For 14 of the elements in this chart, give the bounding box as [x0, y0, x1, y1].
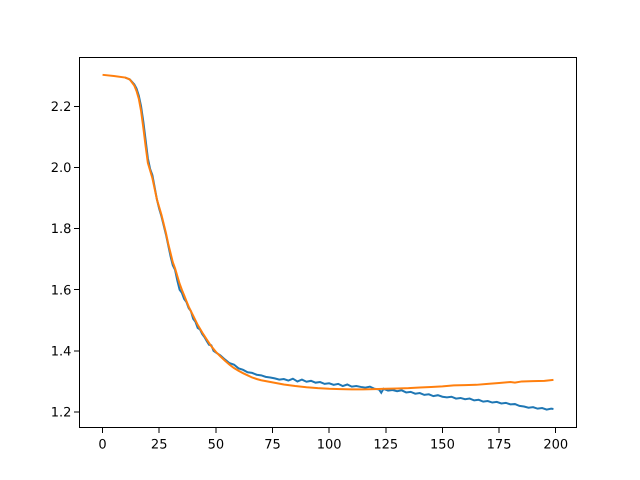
x-tick-label: 175 — [486, 438, 512, 453]
y-tick-label: 1.8 — [50, 222, 72, 238]
x-tick-label: 125 — [373, 438, 398, 453]
y-tick-label: 1.4 — [50, 344, 72, 360]
y-tick-label: 2.2 — [50, 100, 72, 115]
y-tick-label: 1.2 — [50, 406, 72, 421]
y-tick-label: 1.6 — [50, 283, 72, 298]
x-tick-label: 25 — [150, 438, 168, 453]
x-tick-label: 0 — [98, 438, 107, 453]
x-tick-label: 75 — [264, 438, 281, 453]
x-tick-label: 100 — [316, 438, 342, 453]
x-tick-label: 200 — [543, 438, 568, 453]
x-tick-label: 50 — [208, 438, 224, 453]
x-tick-label: 150 — [430, 438, 455, 453]
